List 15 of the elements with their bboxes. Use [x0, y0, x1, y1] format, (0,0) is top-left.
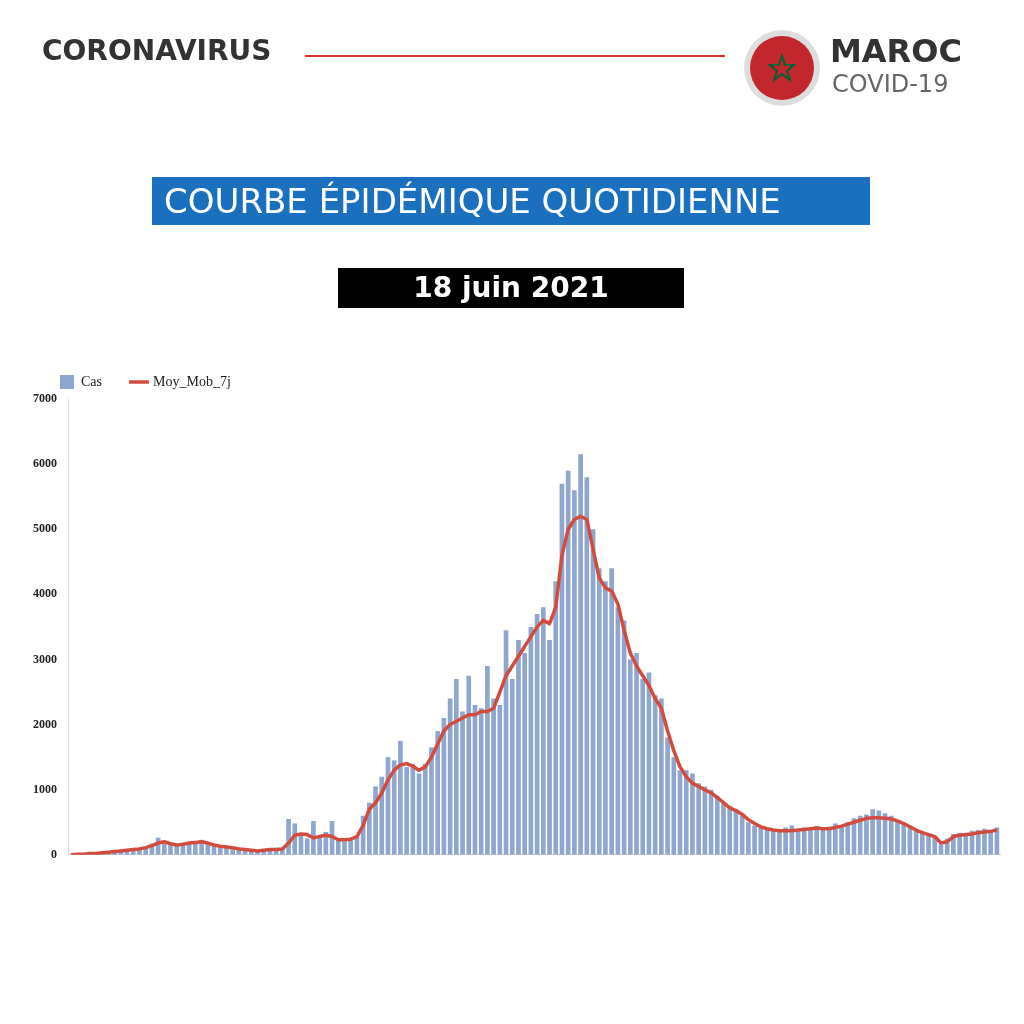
- y-tick-label: 3000: [33, 651, 57, 666]
- chart-title: COURBE ÉPIDÉMIQUE QUOTIDIENNE: [152, 177, 870, 225]
- text: CORONAVIRUS: [42, 34, 272, 67]
- y-tick-label: 4000: [33, 586, 57, 601]
- y-tick-label: 6000: [33, 456, 57, 471]
- text: MAROC: [830, 32, 962, 70]
- legend-label: Moy_Mob_7j: [153, 373, 231, 389]
- y-tick-label: 7000: [33, 391, 57, 406]
- text: COVID-19: [832, 70, 949, 98]
- y-tick-label: 0: [51, 846, 57, 861]
- y-tick-label: 5000: [33, 521, 57, 536]
- y-tick-label: 1000: [33, 781, 57, 796]
- chart-subtitle: 18 juin 2021: [338, 268, 684, 308]
- y-tick-label: 2000: [33, 716, 57, 731]
- legend-label: Cas: [81, 373, 102, 389]
